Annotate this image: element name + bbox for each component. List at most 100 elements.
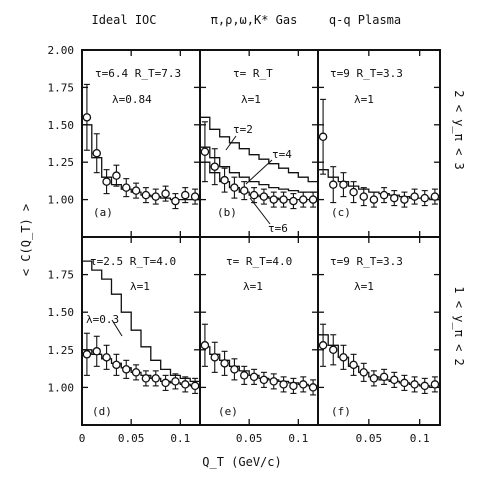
panel-b-data-point-9 xyxy=(289,196,298,206)
annotation-b-tau4: τ=4 xyxy=(272,148,292,161)
panel-c-data-point-5 xyxy=(369,195,379,204)
panel-c xyxy=(317,49,441,238)
panel-d-data-point-8 xyxy=(161,378,170,388)
panel-c-data-point-1 xyxy=(328,180,338,189)
panel-d-xtick-label-2: 0.1 xyxy=(170,432,190,445)
panel-e-xtick-label-1: 0.05 xyxy=(236,432,263,445)
panel-d-data-point-10 xyxy=(180,380,190,389)
panel-a-ytick-label-1: 1.25 xyxy=(48,156,75,169)
panel-b-histogram-1 xyxy=(200,146,318,193)
annotation-b-tau2: τ=2 xyxy=(233,123,253,136)
panel-d-ytick-label-2: 1.50 xyxy=(48,306,75,319)
panel-c-data-point-2 xyxy=(339,180,348,189)
leader-lines xyxy=(111,135,273,337)
panel-b-data-point-10 xyxy=(298,195,308,204)
panel-f-data-point-11 xyxy=(430,380,440,389)
panel-e-xtick-label-2: 0.1 xyxy=(288,432,308,445)
panel-c-data-point-7 xyxy=(389,193,399,203)
row-label-1: 2 < y_π < 3 xyxy=(452,90,466,169)
panel-a-data-point-2 xyxy=(102,177,111,186)
panel-a-data-point-0 xyxy=(82,113,92,122)
panel-c-data-point-9 xyxy=(410,192,419,201)
panel-label-a: (a) xyxy=(93,206,113,219)
panel-c-data-point-8 xyxy=(400,195,409,204)
panel-d-xtick-label-0: 0 xyxy=(79,432,86,445)
panel-label-f: (f) xyxy=(331,405,351,418)
panel-a-data-point-4 xyxy=(122,183,131,192)
annotation-f-1: τ=9 R_T=3.3 xyxy=(330,255,403,268)
panel-b-data-point-3 xyxy=(230,183,239,192)
panel-e-data-point-4 xyxy=(239,371,249,380)
annotation-a-2: λ=0.84 xyxy=(112,93,152,106)
panel-c-data-point-10 xyxy=(420,193,429,203)
panel-a-histogram-0 xyxy=(82,124,200,201)
annotation-b-1: τ= R_T xyxy=(233,67,273,80)
panel-d-data-point-2 xyxy=(102,353,111,362)
panel-label-e: (e) xyxy=(218,405,238,418)
panel-e-data-point-7 xyxy=(269,377,278,386)
panel-e-histogram-0 xyxy=(200,346,318,387)
panel-b-data-point-4 xyxy=(239,186,249,195)
annotation-c-2: λ=1 xyxy=(354,93,374,106)
panel-e-data-point-11 xyxy=(308,383,318,392)
panel-f-data-point-2 xyxy=(339,353,348,362)
panel-a-data-point-10 xyxy=(180,190,190,200)
panel-f-data-point-7 xyxy=(389,375,399,385)
panel-d: 1.00 1.25 1.50 1.75 0 0.05 0.1 xyxy=(48,236,201,445)
panel-f-data-point-9 xyxy=(410,380,419,389)
panel-c-data-point-0 xyxy=(318,132,328,142)
panel-b-data-point-2 xyxy=(220,175,229,185)
panel-e-data-point-1 xyxy=(210,353,219,362)
panel-e-data-point-0 xyxy=(200,341,210,350)
panel-e: 0.05 0.1 xyxy=(199,236,319,445)
panel-f-xtick-label-2: 0.1 xyxy=(410,432,430,445)
panel-c-data-point-4 xyxy=(359,192,368,201)
panel-d-data-point-4 xyxy=(122,365,131,374)
panel-b-data-point-5 xyxy=(249,190,259,200)
leader-lambda03 xyxy=(111,319,123,337)
panel-a-data-point-1 xyxy=(92,148,102,158)
panel-f-data-point-1 xyxy=(328,345,338,355)
panel-a-data-point-5 xyxy=(131,186,141,195)
panel-b-data-point-8 xyxy=(279,195,288,204)
panel-annotations: τ=6.4 R_T=7.3 λ=0.84 (a) τ= R_T λ=1 τ=2 … xyxy=(86,67,403,418)
panel-label-c: (c) xyxy=(331,206,351,219)
panel-d-histogram-1 xyxy=(82,349,200,387)
leader-tau6 xyxy=(249,197,271,225)
panel-e-data-point-9 xyxy=(289,381,298,391)
panel-d-data-point-9 xyxy=(171,377,180,386)
panel-b-data-point-0 xyxy=(200,147,210,156)
panel-c-data-point-6 xyxy=(379,190,389,200)
panel-a-data-point-6 xyxy=(141,190,151,200)
panel-a-ytick-label-3: 1.75 xyxy=(48,81,75,94)
y-axis-label: < C(Q_T) > xyxy=(19,204,33,276)
column-title-1: Ideal IOC xyxy=(91,13,156,27)
panel-e-data-point-6 xyxy=(259,375,269,385)
panel-f-data-point-5 xyxy=(369,374,379,383)
panel-f-histogram-0 xyxy=(318,334,440,389)
annotation-a-1: τ=6.4 R_T=7.3 xyxy=(95,67,181,80)
column-title-3: q-q Plasma xyxy=(329,13,401,27)
panel-f-xtick-label-1: 0.05 xyxy=(356,432,383,445)
panel-d-data-point-6 xyxy=(141,374,151,383)
panel-b-data-point-7 xyxy=(269,195,278,204)
panel-e-data-point-5 xyxy=(249,372,259,382)
column-title-2: π,ρ,ω,K* Gas xyxy=(211,13,298,27)
panel-d-ytick-label-1: 1.25 xyxy=(48,344,75,357)
leader-tau4 xyxy=(245,159,273,185)
panel-e-data-point-10 xyxy=(298,380,308,389)
panel-a-ytick-label-2: 1.50 xyxy=(48,119,75,132)
panel-b-data-point-11 xyxy=(308,195,318,204)
annotation-b-tau6: τ=6 xyxy=(268,222,288,235)
panel-d-data-point-5 xyxy=(131,368,141,377)
panel-a-data-point-11 xyxy=(190,192,200,201)
panel-f: 0.05 0.1 xyxy=(317,236,441,445)
panel-d-ytick-label-0: 1.00 xyxy=(48,381,75,394)
panel-a-data-point-7 xyxy=(151,192,160,201)
leader-tau2 xyxy=(225,135,237,151)
x-axis-label: Q_T (GeV/c) xyxy=(202,455,281,469)
panel-f-data-point-10 xyxy=(420,381,429,391)
panel-a-ytick-label-0: 1.00 xyxy=(48,194,75,207)
panel-label-b: (b) xyxy=(217,206,237,219)
